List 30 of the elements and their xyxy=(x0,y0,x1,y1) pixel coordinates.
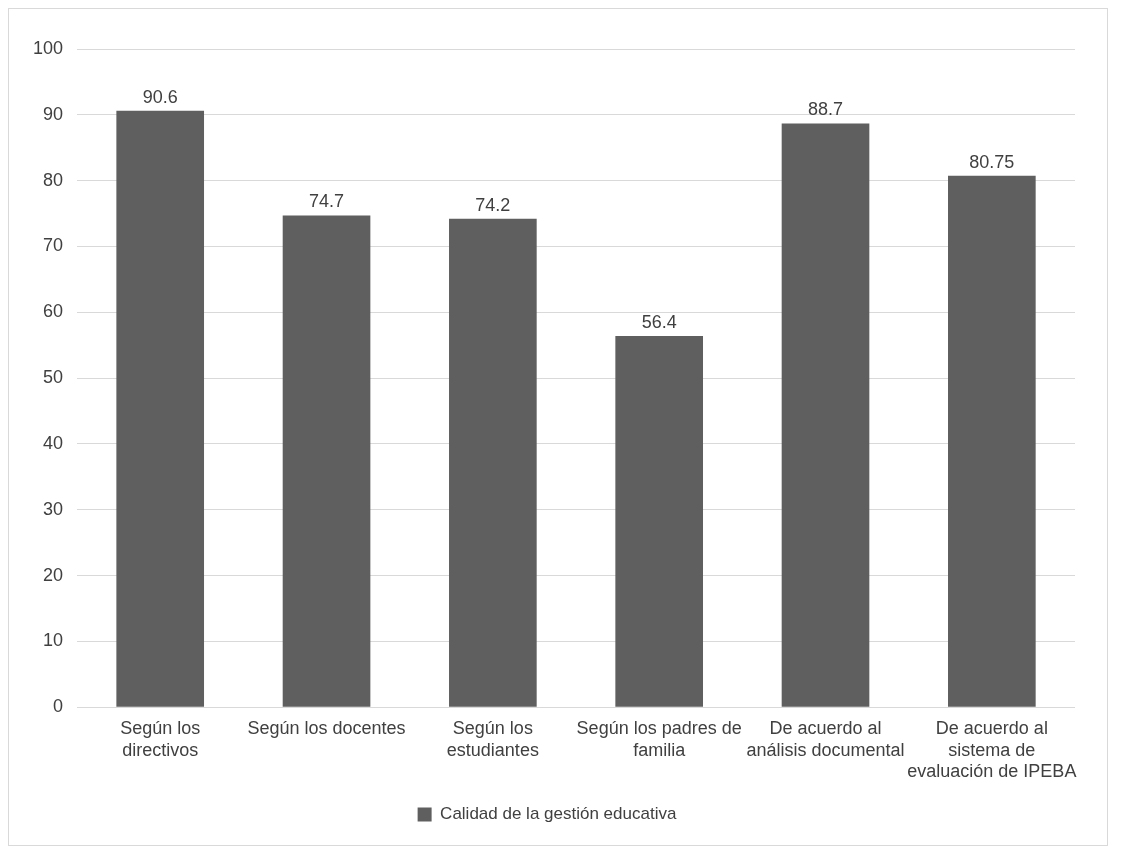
x-tick-label: Según los estudiantes xyxy=(446,717,539,760)
bar xyxy=(449,218,537,707)
y-tick-label: 50 xyxy=(43,367,64,388)
bar xyxy=(116,110,205,707)
data-label: 80.75 xyxy=(969,151,1015,172)
y-tick-label: 90 xyxy=(43,103,64,124)
y-tick-label: 10 xyxy=(43,630,64,651)
y-tick-label: 60 xyxy=(43,301,64,322)
data-label: 56.4 xyxy=(641,311,677,332)
bar xyxy=(781,123,870,707)
bar xyxy=(282,215,371,707)
data-label: 74.7 xyxy=(309,191,345,212)
y-tick-label: 100 xyxy=(32,37,64,58)
y-tick-label: 30 xyxy=(43,498,64,519)
legend-label: Calidad de la gestión educativa xyxy=(440,804,677,824)
x-tick-label: De acuerdo al análisis documental xyxy=(746,717,905,760)
data-label: 90.6 xyxy=(142,86,178,107)
x-tick-label: Según los padres de familia xyxy=(576,717,742,760)
y-tick-label: 80 xyxy=(43,169,64,190)
y-tick-label: 70 xyxy=(43,235,64,256)
y-tick-label: 40 xyxy=(43,432,64,453)
x-tick-label: Según los directivos xyxy=(120,717,201,760)
x-tick-label: De acuerdo al sistema de evaluación de IPEBA xyxy=(907,717,1077,782)
data-label: 88.7 xyxy=(807,99,844,120)
bar xyxy=(948,175,1036,707)
x-tick-label: Según los docentes xyxy=(247,717,406,738)
y-tick-label: 0 xyxy=(53,696,64,717)
y-tick-label: 20 xyxy=(43,564,64,585)
bar xyxy=(615,335,704,707)
data-label: 74.2 xyxy=(475,194,511,215)
